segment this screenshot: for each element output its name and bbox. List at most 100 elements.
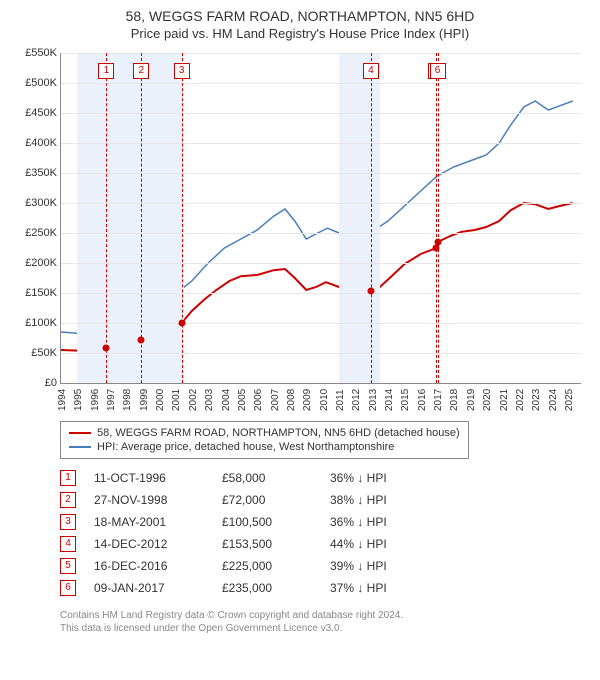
title-address: 58, WEGGS FARM ROAD, NORTHAMPTON, NN5 6H… — [10, 8, 590, 24]
sale-marker — [103, 345, 110, 352]
tx-flag: 1 — [60, 470, 76, 486]
chart-titles: 58, WEGGS FARM ROAD, NORTHAMPTON, NN5 6H… — [10, 8, 590, 41]
x-axis-label: 2017 — [433, 389, 444, 411]
transaction-row: 2 27-NOV-1998 £72,000 38% ↓ HPI — [60, 489, 590, 511]
tx-flag: 2 — [60, 492, 76, 508]
x-axis-label: 2016 — [417, 389, 428, 411]
x-axis-label: 2000 — [155, 389, 166, 411]
legend-item-property: 58, WEGGS FARM ROAD, NORTHAMPTON, NN5 6H… — [69, 426, 460, 440]
x-axis-label: 2015 — [400, 389, 411, 411]
x-axis-label: 2019 — [466, 389, 477, 411]
x-axis-label: 2011 — [335, 389, 346, 411]
tx-pct: 37% ↓ HPI — [330, 581, 430, 595]
x-axis-label: 2022 — [515, 389, 526, 411]
sale-marker — [433, 245, 440, 252]
y-axis-label: £350K — [25, 167, 61, 179]
y-axis-label: £50K — [31, 347, 61, 359]
x-axis-label: 1997 — [106, 389, 117, 411]
legend-label: 58, WEGGS FARM ROAD, NORTHAMPTON, NN5 6H… — [97, 427, 460, 439]
y-axis-label: £150K — [25, 287, 61, 299]
legend-label: HPI: Average price, detached house, West… — [97, 441, 394, 453]
sale-flag: 2 — [133, 63, 149, 79]
x-axis-label: 2002 — [188, 389, 199, 411]
x-axis-label: 1994 — [57, 389, 68, 411]
y-axis-label: £100K — [25, 317, 61, 329]
sale-marker — [178, 319, 185, 326]
x-axis-label: 2007 — [270, 389, 281, 411]
transaction-row: 4 14-DEC-2012 £153,500 44% ↓ HPI — [60, 533, 590, 555]
transaction-row: 3 18-MAY-2001 £100,500 36% ↓ HPI — [60, 511, 590, 533]
x-axis-label: 2013 — [368, 389, 379, 411]
tx-pct: 44% ↓ HPI — [330, 537, 430, 551]
tx-date: 27-NOV-1998 — [94, 493, 204, 507]
tx-date: 16-DEC-2016 — [94, 559, 204, 573]
y-axis-label: £400K — [25, 137, 61, 149]
x-axis-label: 2008 — [286, 389, 297, 411]
x-axis-label: 2009 — [302, 389, 313, 411]
title-subtitle: Price paid vs. HM Land Registry's House … — [10, 26, 590, 41]
x-axis-label: 1995 — [73, 389, 84, 411]
sale-flag: 6 — [430, 63, 446, 79]
tx-pct: 36% ↓ HPI — [330, 515, 430, 529]
x-axis-label: 2006 — [253, 389, 264, 411]
x-axis-label: 1999 — [139, 389, 150, 411]
tx-price: £58,000 — [222, 471, 312, 485]
x-axis-label: 2025 — [564, 389, 575, 411]
sale-flag: 3 — [174, 63, 190, 79]
sale-marker — [367, 287, 374, 294]
tx-date: 14-DEC-2012 — [94, 537, 204, 551]
x-axis-label: 2001 — [171, 389, 182, 411]
x-axis-label: 1998 — [122, 389, 133, 411]
x-axis-label: 2012 — [351, 389, 362, 411]
tx-date: 18-MAY-2001 — [94, 515, 204, 529]
transaction-row: 5 16-DEC-2016 £225,000 39% ↓ HPI — [60, 555, 590, 577]
tx-price: £225,000 — [222, 559, 312, 573]
legend: 58, WEGGS FARM ROAD, NORTHAMPTON, NN5 6H… — [60, 421, 469, 459]
x-axis-label: 2020 — [482, 389, 493, 411]
legend-swatch — [69, 446, 91, 448]
tx-price: £153,500 — [222, 537, 312, 551]
y-axis-label: £0 — [45, 377, 61, 389]
tx-flag: 5 — [60, 558, 76, 574]
y-axis-label: £500K — [25, 77, 61, 89]
tx-price: £72,000 — [222, 493, 312, 507]
y-axis-label: £200K — [25, 257, 61, 269]
tx-date: 09-JAN-2017 — [94, 581, 204, 595]
legend-item-hpi: HPI: Average price, detached house, West… — [69, 440, 460, 454]
plot: £0£50K£100K£150K£200K£250K£300K£350K£400… — [60, 53, 581, 384]
x-axis-label: 2021 — [499, 389, 510, 411]
tx-price: £100,500 — [222, 515, 312, 529]
x-axis-label: 2024 — [548, 389, 559, 411]
y-axis-label: £550K — [25, 47, 61, 59]
x-axis-label: 2014 — [384, 389, 395, 411]
legend-swatch — [69, 432, 91, 434]
footnote: Contains HM Land Registry data © Crown c… — [60, 609, 590, 635]
x-axis-label: 2005 — [237, 389, 248, 411]
tx-price: £235,000 — [222, 581, 312, 595]
sale-flag: 1 — [98, 63, 114, 79]
tx-pct: 38% ↓ HPI — [330, 493, 430, 507]
transaction-row: 6 09-JAN-2017 £235,000 37% ↓ HPI — [60, 577, 590, 599]
sale-flag: 4 — [363, 63, 379, 79]
x-axis-label: 2004 — [221, 389, 232, 411]
x-axis-label: 2010 — [319, 389, 330, 411]
chart-area: £0 £50K £100K £150K £200K £250K £300K £350K £400… — [10, 45, 590, 415]
transaction-row: 1 11-OCT-1996 £58,000 36% ↓ HPI — [60, 467, 590, 489]
y-axis-label: £450K — [25, 107, 61, 119]
tx-pct: 36% ↓ HPI — [330, 471, 430, 485]
y-axis-label: £300K — [25, 197, 61, 209]
y-axis-label: £250K — [25, 227, 61, 239]
sale-marker — [434, 239, 441, 246]
sale-marker — [138, 336, 145, 343]
x-axis-label: 2018 — [449, 389, 460, 411]
x-axis-label: 2003 — [204, 389, 215, 411]
x-axis-label: 1996 — [90, 389, 101, 411]
transactions-table: 1 11-OCT-1996 £58,000 36% ↓ HPI 2 27-NOV-1998… — [60, 467, 590, 599]
x-axis-label: 2023 — [531, 389, 542, 411]
tx-flag: 3 — [60, 514, 76, 530]
tx-pct: 39% ↓ HPI — [330, 559, 430, 573]
tx-date: 11-OCT-1996 — [94, 471, 204, 485]
footnote-line: Contains HM Land Registry data © Crown c… — [60, 609, 590, 622]
tx-flag: 4 — [60, 536, 76, 552]
tx-flag: 6 — [60, 580, 76, 596]
